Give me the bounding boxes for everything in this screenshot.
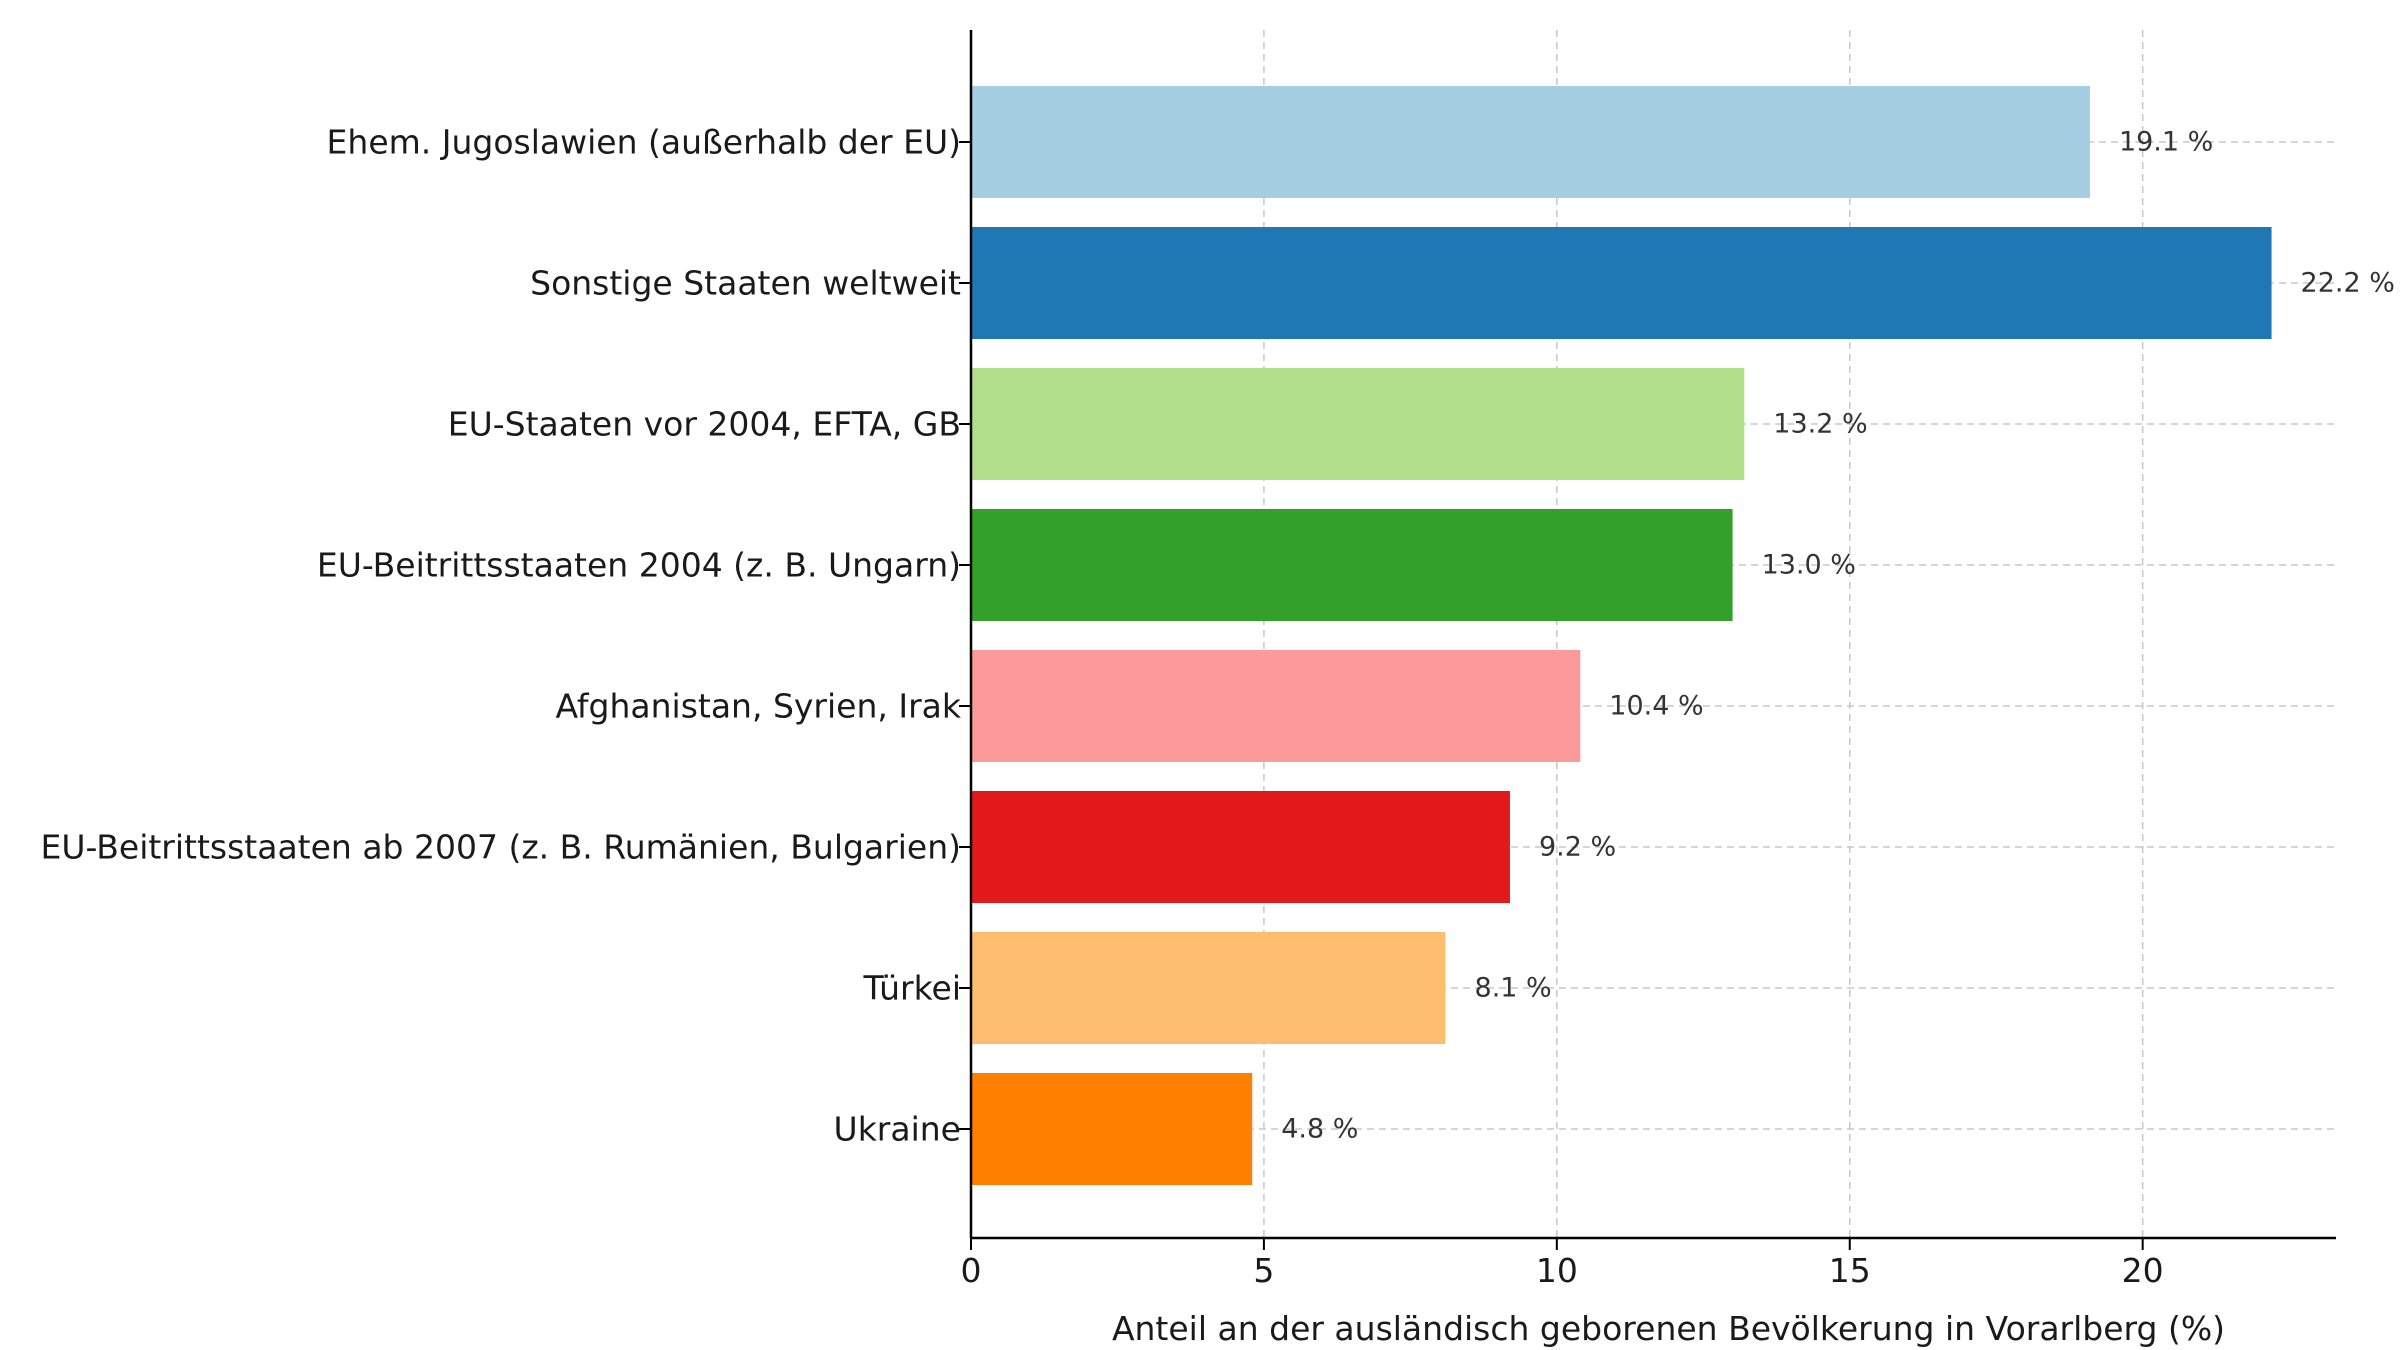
x-tick-label: 20	[2122, 1251, 2164, 1290]
category-label: Türkei	[862, 969, 961, 1008]
bar	[971, 791, 1510, 903]
category-label: Sonstige Staaten weltweit	[530, 264, 961, 303]
category-label: EU-Beitrittsstaaten 2004 (z. B. Ungarn)	[317, 546, 961, 585]
bar	[971, 650, 1581, 762]
x-axis-title: Anteil an der ausländisch geborenen Bevö…	[1112, 1309, 2225, 1348]
bar	[971, 227, 2272, 339]
value-label: 8.1 %	[1475, 973, 1552, 1004]
value-label: 22.2 %	[2301, 268, 2395, 299]
value-label: 9.2 %	[1539, 832, 1616, 863]
category-label: Ukraine	[834, 1110, 961, 1149]
category-label: EU-Staaten vor 2004, EFTA, GB	[448, 405, 961, 444]
category-label: Afghanistan, Syrien, Irak	[556, 687, 962, 726]
value-label: 4.8 %	[1281, 1114, 1358, 1145]
bar	[971, 932, 1446, 1044]
bar	[971, 368, 1745, 480]
bar	[971, 86, 2090, 198]
x-tick-label: 15	[1829, 1251, 1871, 1290]
label-layer: 0 5 10 15 20 Ehem. Jugoslawien (außerhalb der…	[41, 123, 2395, 1291]
value-label: 13.2 %	[1773, 409, 1867, 440]
bar	[971, 1073, 1253, 1185]
category-label: EU-Beitrittsstaaten ab 2007 (z. B. Rumän…	[41, 828, 961, 867]
value-label: 10.4 %	[1609, 691, 1703, 722]
value-label: 13.0 %	[1762, 550, 1856, 581]
bar	[971, 509, 1733, 621]
value-label: 19.1 %	[2119, 127, 2213, 158]
x-tick-label: 0	[961, 1251, 982, 1290]
bar-layer	[971, 86, 2272, 1185]
grid-layer	[971, 30, 2336, 1238]
x-tick-label: 10	[1536, 1251, 1578, 1290]
axis-layer	[969, 30, 2336, 1240]
category-label: Ehem. Jugoslawien (außerhalb der EU)	[327, 123, 961, 162]
x-tick-label: 5	[1253, 1251, 1274, 1290]
